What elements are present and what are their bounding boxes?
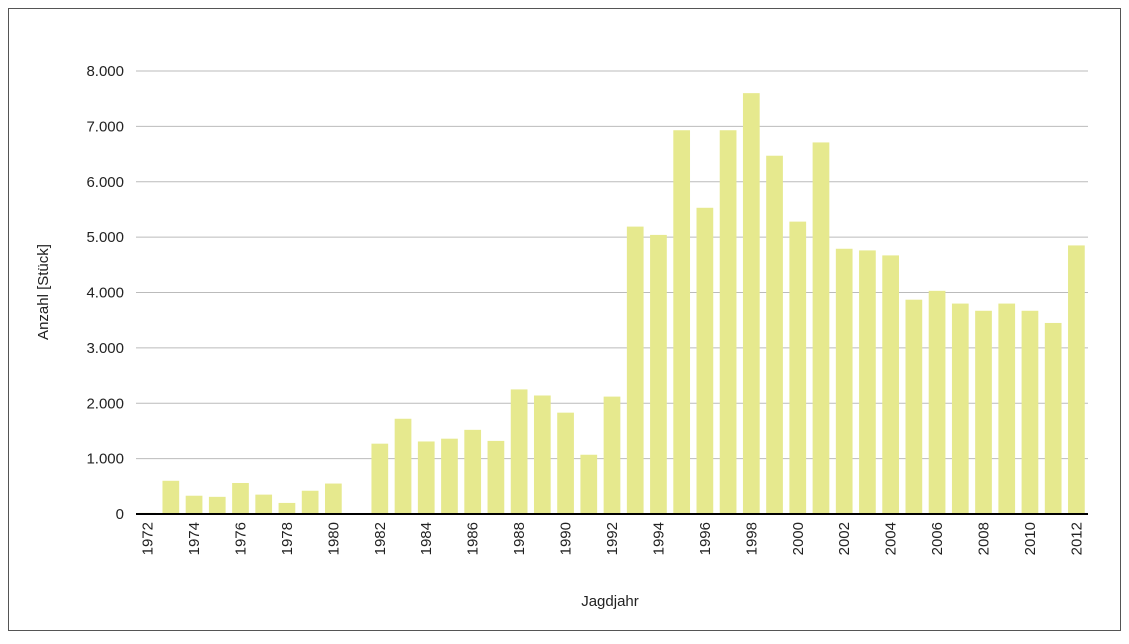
bar — [719, 130, 737, 514]
y-tick-label: 5.000 — [86, 229, 124, 246]
bar — [208, 496, 226, 514]
bar — [255, 494, 273, 514]
x-tick-label: 2002 — [836, 522, 853, 555]
bar — [928, 290, 946, 514]
bar — [441, 438, 458, 514]
y-tick-label: 4.000 — [86, 285, 124, 302]
bar — [835, 248, 853, 514]
x-tick-label: 1974 — [186, 522, 203, 555]
y-tick-label: 7.000 — [86, 118, 124, 135]
bar — [580, 454, 598, 514]
x-tick-label: 2012 — [1068, 522, 1085, 555]
x-tick-label: 2004 — [883, 522, 900, 555]
bar — [301, 490, 319, 514]
bar — [742, 93, 760, 515]
bar — [673, 130, 691, 514]
x-tick-label: 1998 — [743, 522, 760, 555]
bar — [975, 310, 992, 514]
y-tick-label: 1.000 — [86, 451, 124, 468]
x-tick-label: 1986 — [465, 522, 482, 555]
bar — [951, 303, 969, 514]
bar — [696, 207, 714, 514]
x-tick-label: 1978 — [279, 522, 296, 555]
bar — [371, 443, 389, 514]
bar — [626, 226, 644, 514]
x-tick-label: 1984 — [418, 522, 435, 555]
bar — [325, 483, 342, 514]
bar — [998, 303, 1016, 514]
x-tick-label: 2000 — [790, 522, 807, 555]
y-tick-label: 2.000 — [86, 395, 124, 412]
y-axis-title: Anzahl [Stück] — [35, 244, 52, 340]
bar — [278, 502, 296, 514]
bar — [905, 299, 923, 514]
bar — [882, 255, 899, 514]
bar — [162, 480, 180, 514]
x-tick-label: 1996 — [697, 522, 714, 555]
bar — [1068, 245, 1085, 514]
bar — [650, 234, 667, 514]
bar — [789, 221, 807, 514]
x-tick-label: 1980 — [325, 522, 342, 555]
x-tick-label: 1994 — [650, 522, 667, 555]
x-tick-label: 1992 — [604, 522, 621, 555]
x-tick-label: 1982 — [372, 522, 389, 555]
x-tick-label: 2010 — [1022, 522, 1039, 555]
x-tick-label: 1988 — [511, 522, 528, 555]
bar — [533, 395, 551, 514]
bar — [603, 396, 621, 514]
bar — [766, 155, 783, 514]
y-tick-label: 6.000 — [86, 174, 124, 191]
y-tick-label: 8.000 — [86, 63, 124, 80]
bar — [1044, 322, 1062, 514]
bar — [185, 495, 203, 514]
bar — [487, 440, 505, 514]
bar — [1021, 310, 1039, 514]
bar — [812, 142, 830, 514]
x-tick-label: 2008 — [976, 522, 993, 555]
bar — [510, 389, 528, 514]
y-tick-label: 3.000 — [86, 340, 124, 357]
x-tick-label: 1990 — [558, 522, 575, 555]
x-tick-label: 1972 — [140, 522, 157, 555]
bar — [464, 429, 482, 514]
y-tick-label: 0 — [116, 506, 124, 523]
bar — [417, 441, 435, 514]
bar — [557, 412, 574, 514]
x-tick-label: 2006 — [929, 522, 946, 555]
x-axis-title: Jagdjahr — [581, 593, 639, 610]
bar — [232, 482, 249, 514]
bar — [394, 418, 412, 514]
x-tick-label: 1976 — [232, 522, 249, 555]
bar — [859, 250, 876, 515]
